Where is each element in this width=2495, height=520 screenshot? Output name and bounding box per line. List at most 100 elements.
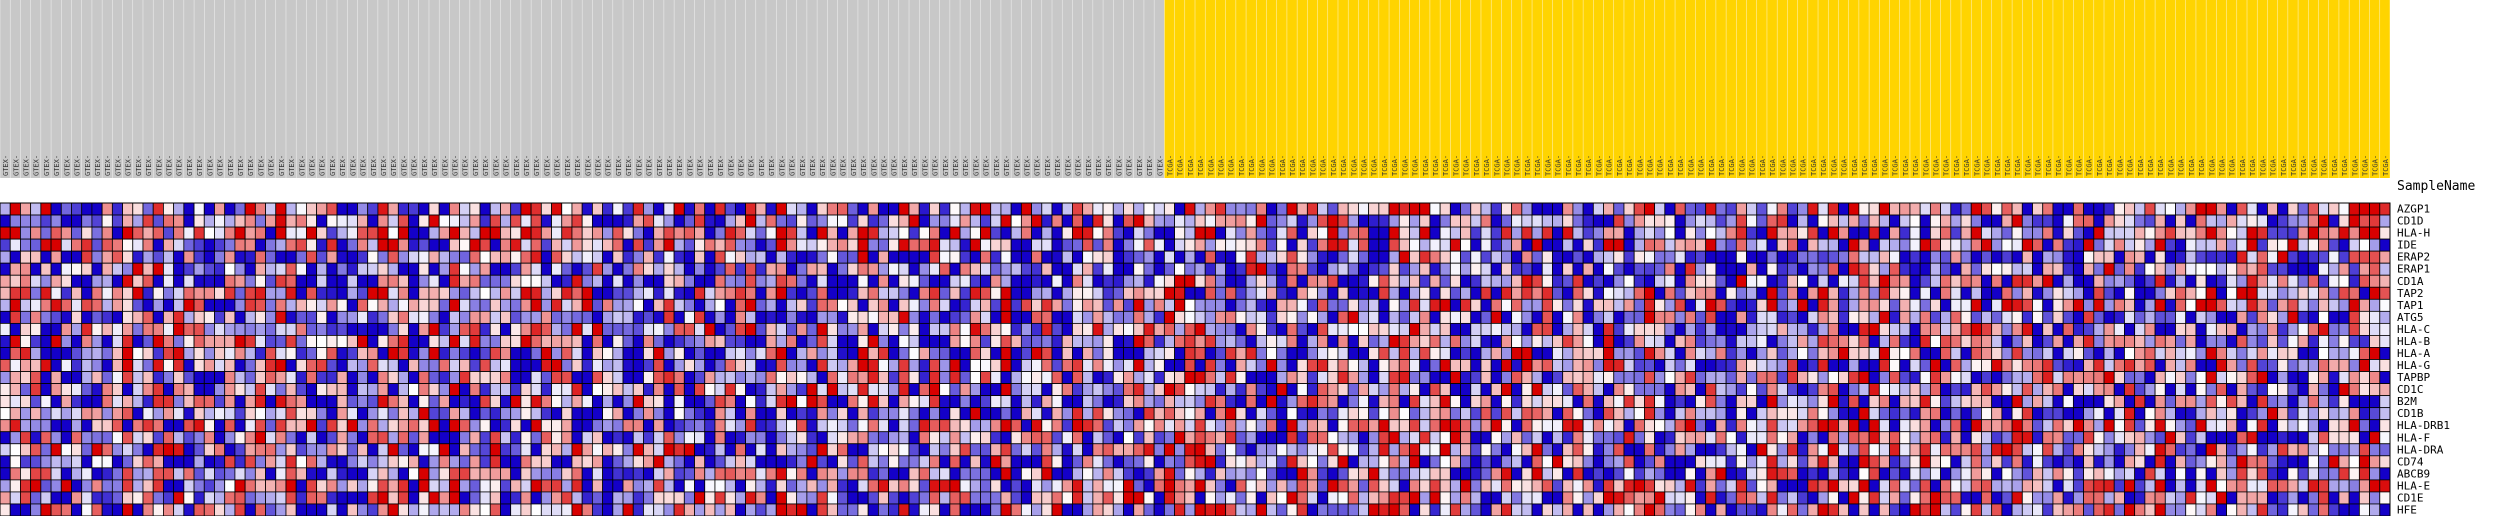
heatmap-cell [1624, 420, 1634, 432]
heatmap-cell [235, 227, 245, 239]
heatmap-cell [286, 227, 296, 239]
heatmap-cell [991, 203, 1001, 215]
heatmap-cell [1083, 203, 1093, 215]
heatmap-cell [2288, 372, 2298, 384]
heatmap-cell [490, 299, 500, 311]
heatmap-cell [1644, 215, 1654, 227]
heatmap-cell [654, 347, 664, 359]
heatmap-cell [2380, 215, 2390, 227]
heatmap-cell [899, 347, 909, 359]
heatmap-cell [429, 323, 439, 335]
heatmap-cell [1491, 287, 1501, 299]
heatmap-cell [623, 203, 633, 215]
heatmap-cell [1542, 384, 1552, 396]
heatmap-cell [511, 251, 521, 263]
heatmap-cell [398, 396, 408, 408]
heatmap-cell [1409, 275, 1419, 287]
heatmap-cell [490, 408, 500, 420]
heatmap-cell [2073, 420, 2083, 432]
heatmap-cell [153, 420, 163, 432]
heatmap-cell [2206, 420, 2216, 432]
heatmap-cell [1154, 335, 1164, 347]
heatmap-cell [929, 287, 939, 299]
heatmap-cell [235, 335, 245, 347]
heatmap-cell [1604, 384, 1614, 396]
heatmap-cell [2063, 227, 2073, 239]
heatmap-cell [2329, 299, 2339, 311]
heatmap-cell [266, 335, 276, 347]
heatmap-cell [1992, 263, 2002, 275]
heatmap-cell [1869, 275, 1879, 287]
heatmap-cell [623, 227, 633, 239]
heatmap-cell [654, 432, 664, 444]
heatmap-cell [1665, 311, 1675, 323]
heatmap-cell [1593, 384, 1603, 396]
heatmap-cell [1328, 275, 1338, 287]
heatmap-cell [2308, 347, 2318, 359]
heatmap-cell [31, 227, 41, 239]
heatmap-cell [562, 384, 572, 396]
heatmap-cell [1011, 335, 1021, 347]
heatmap-cell [2257, 335, 2267, 347]
heatmap-cell [1461, 275, 1471, 287]
heatmap-cell [1175, 360, 1185, 372]
heatmap-cell [204, 372, 214, 384]
heatmap-cell [817, 335, 827, 347]
heatmap-cell [2176, 408, 2186, 420]
heatmap-cell [1930, 408, 1940, 420]
heatmap-cell [695, 347, 705, 359]
heatmap-cell [1154, 311, 1164, 323]
heatmap-cell [1471, 347, 1481, 359]
heatmap-cell [684, 432, 694, 444]
heatmap-cell [817, 251, 827, 263]
heatmap-cell [695, 299, 705, 311]
heatmap-cell [1838, 227, 1848, 239]
heatmap-cell [797, 239, 807, 251]
heatmap-cell [633, 239, 643, 251]
heatmap-cell [2247, 408, 2257, 420]
heatmap-cell [1757, 239, 1767, 251]
sample-name-label: TCGA- [2116, 155, 2124, 176]
heatmap-cell [1849, 372, 1859, 384]
heatmap-cell [1542, 347, 1552, 359]
heatmap-cell [92, 251, 102, 263]
heatmap-cell [552, 408, 562, 420]
heatmap-cell [1951, 311, 1961, 323]
heatmap-cell [153, 251, 163, 263]
heatmap-cell [480, 215, 490, 227]
heatmap-cell [1951, 347, 1961, 359]
heatmap-cell [2237, 335, 2247, 347]
heatmap-cell [1501, 420, 1511, 432]
heatmap-cell [572, 287, 582, 299]
heatmap-cell [817, 311, 827, 323]
heatmap-cell [1369, 360, 1379, 372]
heatmap-cell [409, 251, 419, 263]
heatmap-cell [643, 396, 653, 408]
heatmap-cell [766, 275, 776, 287]
heatmap-cell [296, 323, 306, 335]
heatmap-cell [562, 251, 572, 263]
heatmap-cell [163, 408, 173, 420]
heatmap-cell [511, 287, 521, 299]
heatmap-cell [909, 215, 919, 227]
heatmap-cell [1726, 263, 1736, 275]
sample-name-label: GTEX- [891, 155, 899, 176]
heatmap-cell [2033, 287, 2043, 299]
heatmap-cell [1941, 287, 1951, 299]
heatmap-cell [1736, 335, 1746, 347]
heatmap-cell [2135, 360, 2145, 372]
heatmap-cell [2043, 299, 2053, 311]
heatmap-cell [1062, 299, 1072, 311]
heatmap-cell [1726, 275, 1736, 287]
heatmap-cell [20, 203, 30, 215]
heatmap-cell [1103, 347, 1113, 359]
heatmap-cell [368, 396, 378, 408]
heatmap-cell [2114, 372, 2124, 384]
heatmap-cell [2012, 215, 2022, 227]
heatmap-cell [1593, 215, 1603, 227]
heatmap-cell [388, 215, 398, 227]
heatmap-cell [266, 215, 276, 227]
heatmap-cell [1113, 335, 1123, 347]
heatmap-cell [654, 251, 664, 263]
heatmap-cell [2298, 263, 2308, 275]
